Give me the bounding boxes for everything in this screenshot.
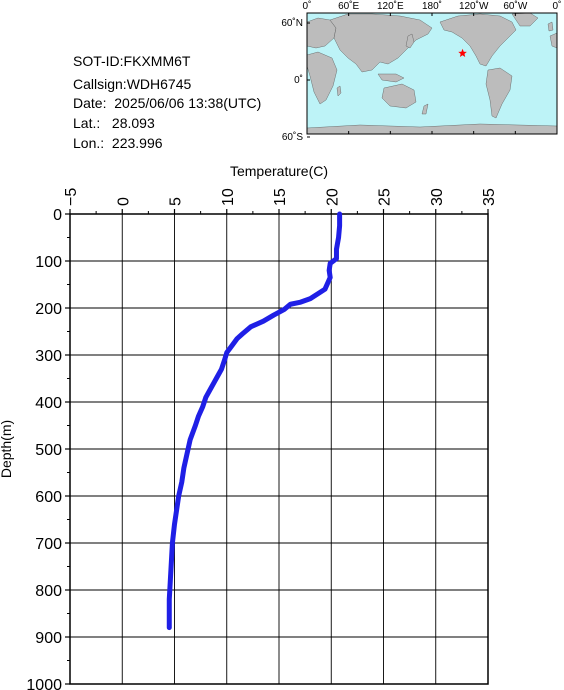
land-madagascar: [336, 85, 342, 97]
map-latitude-labels: 60˚N 0˚ 60˚S: [281, 17, 303, 143]
y-tick-label: 100: [35, 254, 62, 271]
land-south-america: [485, 67, 513, 119]
world-map: 0˚ 60˚E 120˚E 180˚ 120˚W 60˚W 0˚ 60˚N0˚60˚S: [281, 0, 561, 143]
x-tick-label: 25: [377, 188, 394, 206]
y-tick-label: 600: [35, 489, 62, 506]
y-tick-label: 900: [35, 630, 62, 647]
sot-id-text: SOT-ID:FKXMM6T: [73, 53, 191, 69]
map-lat-label: 60˚N: [281, 17, 303, 29]
x-tick-label: −5: [63, 188, 80, 206]
callsign-text: Callsign:WDH6745: [73, 76, 192, 92]
x-tick-label: 15: [272, 188, 289, 206]
land-asia: [329, 13, 433, 73]
y-axis-ticks: 0 100 200 300 400 500 600 700 800 900 1000: [26, 207, 70, 690]
map-landmasses: [306, 12, 558, 135]
y-axis-title: Depth(m): [0, 420, 14, 478]
map-ticks: [306, 13, 558, 138]
x-axis-title: Temperature(C): [230, 163, 328, 179]
y-tick-label: 800: [35, 583, 62, 600]
map-lon-label: 0˚: [553, 0, 562, 12]
land-africa: [306, 51, 338, 105]
date-text: Date: 2025/06/06 13:38(UTC): [73, 95, 262, 111]
map-lon-label: 180˚: [422, 0, 442, 12]
land-north-america: [439, 13, 517, 67]
y-tick-label: 200: [35, 301, 62, 318]
map-lat-label: 60˚S: [282, 131, 303, 143]
chart-grid: [69, 213, 489, 685]
land-australia: [381, 83, 417, 109]
latitude-text: Lat.: 28.093: [73, 115, 155, 131]
land-indonesia: [377, 73, 405, 83]
temperature-profile-line: [166, 211, 343, 631]
map-lon-label: 120˚E: [377, 0, 404, 12]
y-tick-label: 700: [35, 536, 62, 553]
map-lon-label: 60˚W: [503, 0, 527, 12]
map-longitude-labels: 0˚ 60˚E 120˚E 180˚ 120˚W 60˚W 0˚: [303, 0, 562, 12]
map-lat-label: 0˚: [294, 74, 303, 86]
x-tick-label: 30: [429, 188, 446, 206]
map-lon-label: 120˚W: [459, 0, 489, 12]
star-icon: [458, 48, 467, 57]
y-tick-label: 500: [35, 442, 62, 459]
y-tick-label: 400: [35, 395, 62, 412]
land-uk: [547, 21, 554, 32]
longitude-text: Lon.: 223.996: [73, 135, 163, 151]
profile-chart: −5 0 5 10 15 20 25 30 35 01002003004005006007008…: [0, 163, 498, 690]
x-tick-label: 10: [220, 188, 237, 206]
x-tick-label: 35: [481, 188, 498, 206]
x-tick-label: 5: [168, 197, 185, 206]
y-tick-label: 1000: [26, 677, 62, 690]
x-axis-ticks: −5 0 5 10 15 20 25 30 35: [63, 188, 498, 214]
land-new-zealand: [421, 103, 429, 115]
land-japan: [405, 33, 415, 49]
y-tick-label: 300: [35, 348, 62, 365]
x-tick-label: 20: [324, 188, 341, 206]
map-lon-label: 60˚E: [338, 0, 359, 12]
y-tick-label: 0: [53, 207, 62, 224]
x-tick-label: 0: [115, 197, 132, 206]
map-lon-label: 0˚: [303, 0, 312, 12]
